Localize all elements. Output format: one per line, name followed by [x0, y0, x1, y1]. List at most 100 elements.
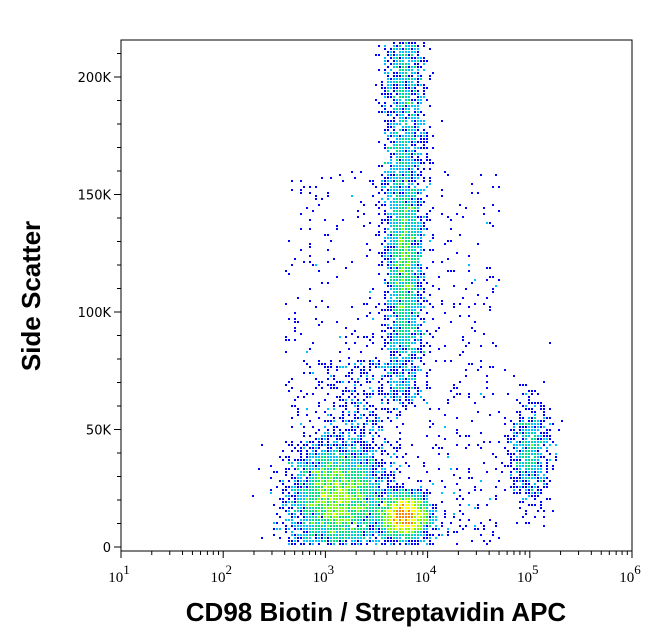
density-cell	[393, 537, 395, 539]
density-cell	[417, 282, 419, 284]
density-cell	[402, 342, 404, 344]
density-cell	[390, 315, 392, 317]
density-cell	[285, 474, 287, 476]
density-cell	[510, 453, 512, 455]
density-cell	[387, 84, 389, 86]
density-cell	[372, 342, 374, 344]
density-cell	[405, 321, 407, 323]
density-cell	[288, 381, 290, 383]
density-cell	[306, 504, 308, 506]
density-cell	[384, 324, 386, 326]
density-cell	[351, 306, 353, 308]
density-cell	[387, 381, 389, 383]
density-cell	[393, 270, 395, 272]
density-cell	[537, 438, 539, 440]
density-cell	[360, 435, 362, 437]
density-cell	[396, 486, 398, 488]
density-cell	[369, 222, 371, 224]
density-cell	[387, 336, 389, 338]
density-cell	[420, 324, 422, 326]
density-cell	[405, 63, 407, 65]
density-cell	[372, 522, 374, 524]
density-cell	[294, 492, 296, 494]
density-cell	[399, 78, 401, 80]
density-cell	[312, 501, 314, 503]
density-cell	[408, 114, 410, 116]
density-cell	[333, 402, 335, 404]
density-cell	[348, 483, 350, 485]
density-cell	[312, 456, 314, 458]
density-cell	[282, 501, 284, 503]
density-cell	[435, 519, 437, 521]
density-cell	[408, 42, 410, 44]
density-cell	[318, 525, 320, 527]
density-cell	[546, 468, 548, 470]
density-cell	[405, 258, 407, 260]
density-cell	[438, 276, 440, 278]
density-cell	[405, 318, 407, 320]
density-cell	[282, 492, 284, 494]
density-cell	[288, 318, 290, 320]
density-cell	[396, 111, 398, 113]
density-cell	[387, 327, 389, 329]
density-cell	[390, 495, 392, 497]
density-cell	[318, 489, 320, 491]
density-cell	[408, 399, 410, 401]
density-cell	[339, 351, 341, 353]
density-cell	[399, 402, 401, 404]
density-cell	[552, 468, 554, 470]
density-cell	[363, 447, 365, 449]
density-cell	[345, 498, 347, 500]
density-cell	[351, 402, 353, 404]
density-cell	[528, 450, 530, 452]
density-cell	[426, 534, 428, 536]
density-cell	[381, 387, 383, 389]
density-cell	[411, 60, 413, 62]
density-cell	[306, 414, 308, 416]
density-cell	[531, 420, 533, 422]
density-cell	[537, 456, 539, 458]
density-cell	[456, 213, 458, 215]
density-cell	[396, 519, 398, 521]
density-cell	[399, 177, 401, 179]
density-cell	[321, 492, 323, 494]
density-cell	[360, 375, 362, 377]
density-cell	[354, 486, 356, 488]
density-cell	[378, 513, 380, 515]
density-cell	[402, 51, 404, 53]
density-cell	[393, 189, 395, 191]
density-cell	[405, 495, 407, 497]
density-cell	[279, 480, 281, 482]
density-cell	[339, 522, 341, 524]
density-cell	[300, 228, 302, 230]
density-cell	[363, 498, 365, 500]
density-cell	[396, 270, 398, 272]
density-cell	[537, 468, 539, 470]
density-cell	[429, 75, 431, 77]
density-cell	[408, 288, 410, 290]
density-cell	[408, 156, 410, 158]
density-cell	[294, 468, 296, 470]
density-cell	[387, 228, 389, 230]
density-cell	[336, 531, 338, 533]
density-cell	[357, 465, 359, 467]
density-cell	[402, 234, 404, 236]
density-cell	[288, 486, 290, 488]
density-cell	[324, 420, 326, 422]
density-cell	[429, 159, 431, 161]
density-cell	[351, 372, 353, 374]
density-cell	[309, 243, 311, 245]
density-cell	[342, 495, 344, 497]
density-cell	[396, 75, 398, 77]
density-cell	[396, 504, 398, 506]
density-cell	[417, 267, 419, 269]
density-cell	[510, 471, 512, 473]
density-cell	[432, 147, 434, 149]
density-cell	[363, 435, 365, 437]
density-cell	[342, 405, 344, 407]
density-cell	[381, 174, 383, 176]
density-cell	[432, 162, 434, 164]
density-cell	[408, 237, 410, 239]
density-cell	[339, 465, 341, 467]
density-cell	[342, 528, 344, 530]
